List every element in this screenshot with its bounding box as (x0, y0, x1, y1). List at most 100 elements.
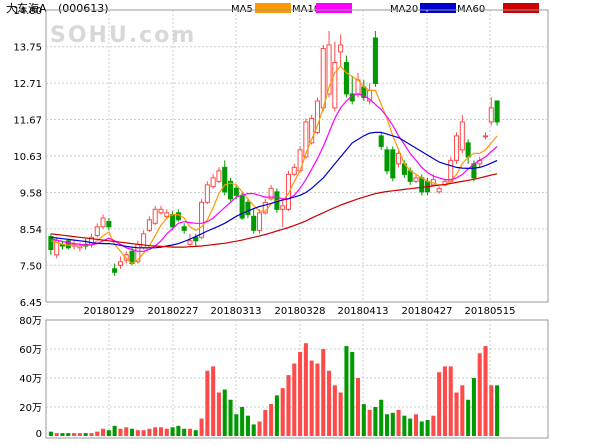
volume-bar (48, 431, 53, 436)
candle (454, 132, 460, 164)
volume-bar (176, 425, 181, 436)
price-y-tick-label: 13.75 (13, 43, 42, 54)
price-y-tick-label: 9.58 (20, 189, 42, 200)
volume-y-tick-label: 60万 (19, 345, 42, 356)
candle (187, 233, 193, 247)
volume-bar (118, 428, 123, 436)
price-x-tick-label: 20180313 (211, 306, 262, 317)
candle (494, 100, 500, 126)
volume-bar (471, 378, 476, 436)
volume-bar (274, 395, 279, 436)
volume-bar (454, 392, 459, 436)
candle-body (343, 61, 349, 95)
volume-bar (390, 412, 395, 436)
candle-body (285, 173, 292, 210)
candle-body (303, 121, 309, 158)
volume-bar (153, 427, 158, 436)
volume-bar (77, 433, 82, 436)
candle (297, 146, 303, 173)
candle (332, 41, 338, 112)
price-y-tick-label: 6.45 (20, 298, 42, 309)
volume-bar (361, 404, 366, 436)
legend-swatch-ma20 (420, 3, 456, 13)
stock-name: 大东海A (6, 1, 47, 15)
volume-bar (437, 372, 442, 436)
volume-bar (222, 389, 227, 436)
candle (390, 146, 396, 182)
volume-y-tick-label: 40万 (19, 374, 42, 385)
volume-bar (466, 399, 471, 436)
volume-y-tick-label: 0 (36, 429, 42, 440)
candle-body (175, 212, 181, 221)
candle-body (268, 187, 274, 200)
candle-body (199, 201, 205, 238)
candle-body (419, 177, 425, 193)
volume-bar (182, 428, 187, 436)
candle-body (291, 166, 297, 175)
volume-bar (234, 414, 239, 436)
volume-bar (379, 399, 384, 436)
volume-y-tick-label: 20万 (19, 403, 42, 414)
volume-bar (95, 431, 100, 436)
candle (210, 174, 216, 189)
candle-body (488, 107, 494, 123)
price-y-tick-label: 12.71 (13, 79, 42, 90)
ma-line-ma60 (50, 173, 498, 248)
volume-bar (72, 433, 77, 436)
volume-bar (298, 351, 303, 436)
candle (146, 216, 152, 233)
volume-bar (170, 427, 175, 436)
ma-line-ma10 (50, 93, 498, 252)
volume-bar (350, 351, 355, 436)
volume-bar (164, 428, 169, 436)
candle-body (100, 217, 106, 228)
candle (54, 237, 60, 259)
candle (181, 223, 187, 234)
candle (48, 233, 54, 255)
volume-bar (309, 360, 314, 436)
price-x-tick-label: 20180427 (402, 306, 453, 317)
candle (228, 177, 234, 203)
price-x-tick-label: 20180328 (275, 306, 326, 317)
volume-bar (413, 414, 419, 436)
candle (338, 34, 344, 66)
candle-body (152, 208, 158, 224)
price-y-tick-label: 8.54 (20, 225, 42, 236)
candle-body (459, 121, 465, 151)
volume-bar (286, 375, 291, 436)
candle-body (338, 44, 344, 53)
candle-body (54, 240, 60, 256)
candle (117, 256, 123, 269)
candle-body (251, 215, 257, 231)
candle-body (494, 100, 500, 123)
candle (280, 198, 286, 227)
price-y-tick-label: 14.80 (13, 6, 42, 17)
ma-line-ma20 (50, 131, 498, 249)
volume-bar (292, 363, 297, 436)
candle-body (454, 135, 460, 161)
volume-bar (460, 385, 465, 436)
volume-bar (425, 420, 430, 436)
price-panel: 14.80 13.75 12.71 11.67 10.63 9.58 8.54 7.50 6.4… (13, 6, 549, 317)
price-x-tick-label: 20180227 (148, 306, 199, 317)
candle-body (106, 221, 112, 228)
volume-bar (245, 415, 250, 436)
candle-body (471, 163, 477, 179)
candle (141, 230, 147, 250)
candle-body (436, 187, 442, 193)
volume-bar (263, 409, 268, 436)
candle-body (465, 142, 471, 158)
price-y-tick-label: 11.67 (13, 115, 42, 126)
volume-bar (147, 428, 152, 436)
candle-body (332, 61, 338, 109)
volume-bar (419, 421, 424, 436)
volume-bar (384, 414, 390, 436)
candle-body (262, 201, 268, 214)
candle-body (222, 166, 228, 193)
volume-bar (367, 409, 372, 436)
candle (384, 146, 390, 175)
candle-body (320, 47, 326, 109)
candle (193, 233, 199, 247)
candle (164, 209, 170, 219)
volume-bar (124, 427, 129, 436)
